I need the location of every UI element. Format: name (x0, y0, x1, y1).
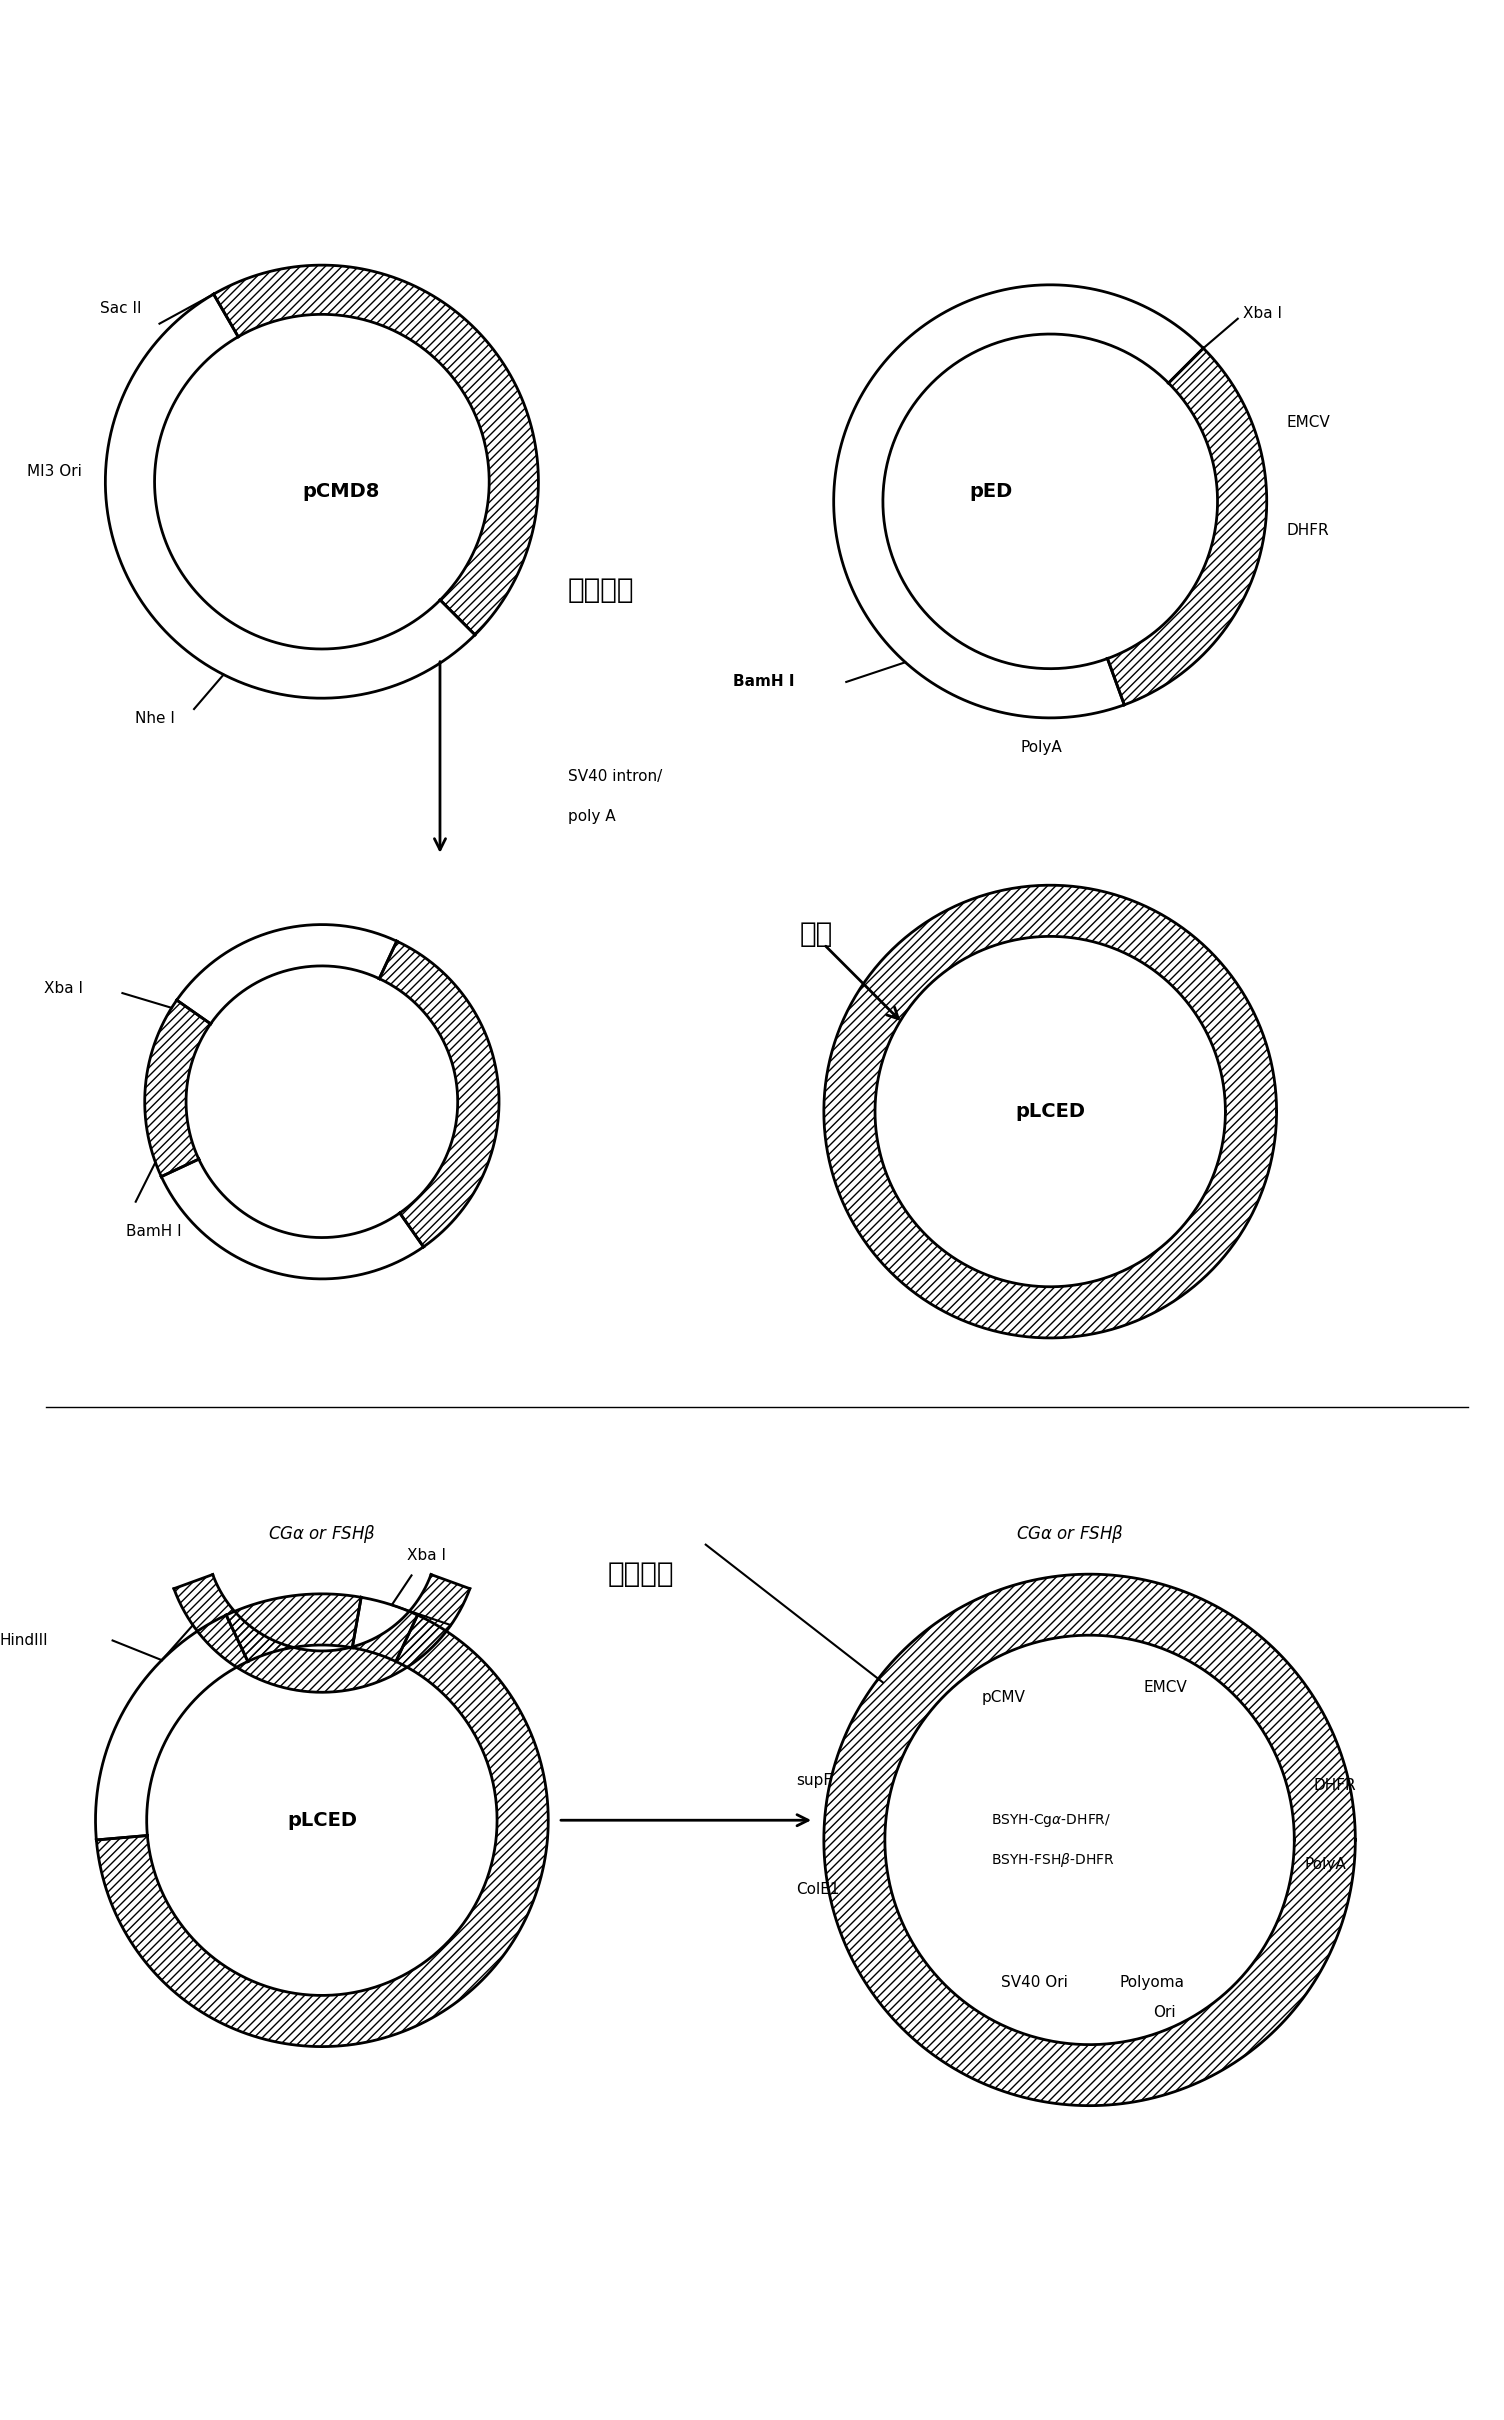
Text: PolyA: PolyA (1304, 1856, 1346, 1873)
Text: HindIII: HindIII (0, 1634, 48, 1648)
Text: Nhe I: Nhe I (135, 711, 174, 726)
Polygon shape (105, 295, 475, 699)
Text: MI3 Ori: MI3 Ori (27, 465, 81, 479)
Polygon shape (161, 1159, 424, 1278)
Text: 平端连接: 平端连接 (569, 576, 635, 605)
Text: EMCV: EMCV (1143, 1679, 1188, 1694)
Text: BSYH-Cg$\alpha$-DHFR/: BSYH-Cg$\alpha$-DHFR/ (991, 1813, 1111, 1830)
Text: pCMV: pCMV (981, 1689, 1026, 1704)
Text: pED: pED (970, 482, 1012, 501)
Polygon shape (96, 1614, 549, 2047)
Polygon shape (824, 886, 1277, 1338)
Text: CG$\alpha$ or FSH$\beta$: CG$\alpha$ or FSH$\beta$ (1017, 1522, 1123, 1544)
Polygon shape (352, 1597, 418, 1663)
Text: DHFR: DHFR (1286, 523, 1330, 537)
Text: EMCV: EMCV (1286, 416, 1330, 431)
Text: PolyA: PolyA (1021, 741, 1062, 755)
Text: Polyoma: Polyoma (1119, 1975, 1184, 1989)
Text: DHFR: DHFR (1314, 1779, 1357, 1793)
Text: 部分酶切: 部分酶切 (608, 1561, 674, 1588)
Polygon shape (174, 1575, 469, 1692)
Text: Ori: Ori (1154, 2004, 1176, 2021)
Polygon shape (177, 924, 397, 1024)
Text: Xba I: Xba I (1242, 307, 1281, 322)
Text: BamH I: BamH I (126, 1225, 182, 1239)
Text: Xba I: Xba I (44, 980, 83, 995)
Polygon shape (95, 1614, 248, 1839)
Text: CG$\alpha$ or FSH$\beta$: CG$\alpha$ or FSH$\beta$ (268, 1522, 376, 1544)
Text: poly A: poly A (569, 808, 615, 823)
Text: BamH I: BamH I (732, 675, 794, 690)
Polygon shape (884, 1636, 1295, 2045)
Text: ColE1: ColE1 (796, 1883, 839, 1897)
Text: supF: supF (796, 1774, 832, 1788)
Text: Sac II: Sac II (101, 302, 141, 317)
Text: Xba I: Xba I (406, 1549, 445, 1563)
Polygon shape (379, 941, 499, 1246)
Polygon shape (214, 266, 538, 634)
Polygon shape (875, 937, 1226, 1287)
Polygon shape (1107, 348, 1266, 704)
Text: SV40 intron/: SV40 intron/ (569, 770, 662, 784)
Polygon shape (824, 1573, 1355, 2105)
Text: pLCED: pLCED (287, 1810, 356, 1830)
Text: BSYH-FSH$\beta$-DHFR: BSYH-FSH$\beta$-DHFR (991, 1851, 1114, 1868)
Polygon shape (833, 286, 1203, 719)
Polygon shape (226, 1595, 361, 1663)
Text: pCMD8: pCMD8 (302, 482, 381, 501)
Text: pLCED: pLCED (1015, 1101, 1086, 1120)
Text: SV40 Ori: SV40 Ori (1002, 1975, 1068, 1989)
Text: 连接: 连接 (799, 920, 833, 949)
Polygon shape (144, 999, 211, 1176)
